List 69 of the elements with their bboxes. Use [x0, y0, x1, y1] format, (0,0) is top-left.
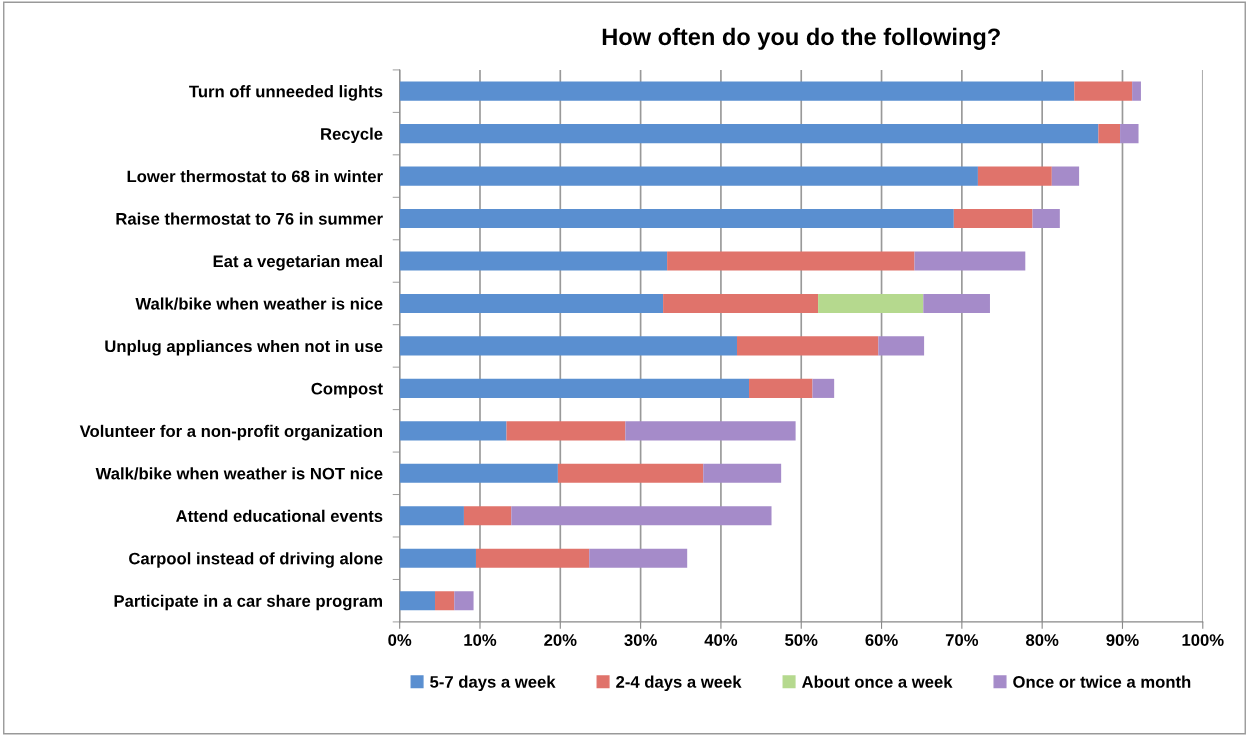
bar	[703, 463, 782, 483]
x-tick-label: 0%	[388, 634, 412, 646]
bar	[914, 251, 1026, 271]
y-tick-label: Lower thermostat to 68 in winter	[127, 170, 383, 183]
y-tick-label: Participate in a car share program	[114, 594, 382, 611]
bar	[506, 421, 626, 441]
bar	[977, 166, 1052, 186]
x-tick-label: 80%	[1026, 634, 1059, 646]
bar	[463, 506, 512, 526]
y-tick-label: Unplug appliances when not in use	[105, 339, 383, 356]
bar	[399, 293, 664, 314]
bar	[399, 336, 737, 356]
bar	[663, 293, 819, 314]
x-tick-label: 100%	[1182, 634, 1224, 646]
bar	[1132, 81, 1141, 101]
bar	[625, 421, 796, 441]
legend-label: 5-7 days a week	[430, 675, 556, 692]
bar	[399, 548, 476, 568]
y-tick-label: Eat a vegetarian meal	[213, 254, 382, 271]
bar	[812, 378, 835, 398]
legend-label: Once or twice a month	[1013, 675, 1191, 688]
bar	[923, 293, 990, 314]
bar	[435, 591, 455, 611]
y-tick-label: Walk/bike when weather is NOT nice	[95, 467, 383, 480]
y-tick-label: Volunteer for a non-profit organization	[79, 424, 382, 441]
bar	[667, 251, 915, 271]
bar	[1120, 124, 1139, 144]
y-tick-label: Attend educational events	[176, 509, 383, 522]
bar	[953, 208, 1033, 229]
x-tick-label: 90%	[1106, 634, 1139, 646]
bar	[1098, 124, 1121, 144]
y-tick-label: Carpool instead of driving alone	[129, 552, 383, 568]
bar	[399, 208, 954, 229]
bar	[1074, 81, 1133, 101]
x-tick-label: 10%	[464, 634, 497, 646]
x-tick-label: 70%	[945, 634, 979, 646]
y-tick-label: Recycle	[321, 127, 383, 144]
bar	[736, 336, 879, 356]
bar	[399, 251, 668, 271]
bar	[399, 463, 558, 483]
bar	[399, 124, 1099, 144]
bar	[589, 548, 688, 568]
bar	[399, 378, 750, 398]
x-tick-label: 20%	[544, 634, 577, 646]
bar	[749, 378, 813, 398]
legend-label: About once a week	[801, 675, 953, 688]
bar	[399, 421, 507, 441]
bar	[878, 336, 925, 356]
chart-title: How often do you do the following?	[602, 27, 1000, 50]
bar	[511, 506, 772, 526]
bar	[557, 463, 704, 483]
x-tick-label: 60%	[865, 634, 898, 646]
bar	[1032, 208, 1060, 229]
bar	[399, 506, 464, 526]
bar	[399, 166, 978, 186]
y-tick-label: Raise thermostat to 76 in summer	[116, 212, 383, 225]
bar	[399, 591, 436, 611]
x-tick-label: 40%	[704, 634, 738, 646]
x-tick-label: 30%	[624, 634, 657, 646]
bar	[454, 591, 474, 611]
x-tick-label: 50%	[785, 634, 818, 646]
bar	[1051, 166, 1080, 186]
y-tick-label: Turn off unneeded lights	[189, 85, 383, 101]
y-tick-label: Walk/bike when weather is nice	[135, 297, 383, 310]
legend-label: 2-4 days a week	[616, 675, 742, 692]
bar	[475, 548, 590, 568]
y-tick-label: Compost	[311, 382, 383, 398]
bar	[399, 81, 1075, 101]
bar	[818, 293, 924, 314]
